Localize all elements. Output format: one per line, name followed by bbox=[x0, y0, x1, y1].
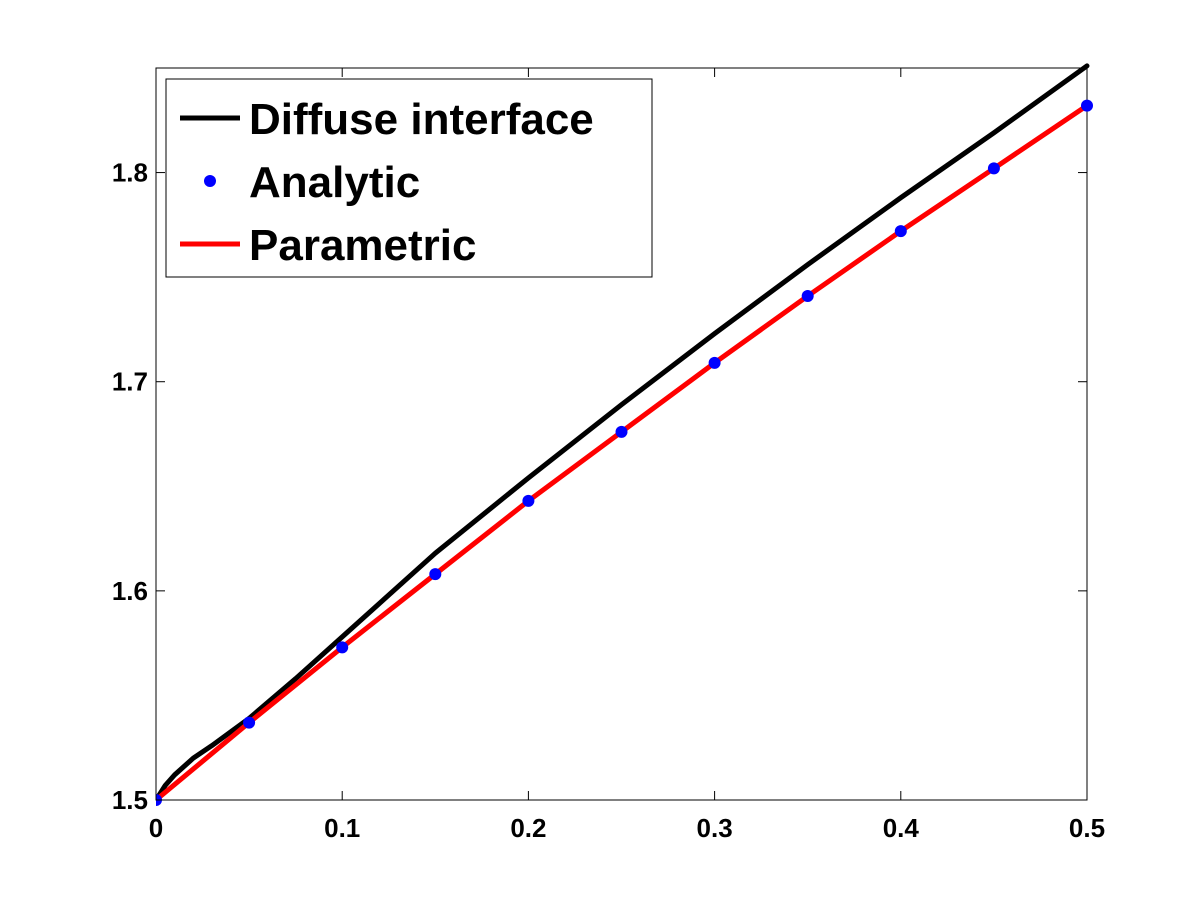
x-tick-label: 0.1 bbox=[324, 813, 360, 843]
y-axis: 1.5 1.6 1.7 1.8 bbox=[112, 158, 1087, 815]
data-point-analytic bbox=[429, 568, 442, 581]
x-axis: 0 0.1 0.2 0.3 0.4 0.5 bbox=[149, 68, 1105, 843]
data-point-analytic bbox=[894, 225, 907, 238]
x-tick-label: 0 bbox=[149, 813, 163, 843]
legend-swatch-analytic bbox=[204, 175, 216, 187]
series-line-diffuse-interface bbox=[156, 63, 1090, 803]
axes-frame bbox=[155, 67, 1088, 801]
y-tick-label: 1.6 bbox=[112, 576, 148, 606]
data-point-analytic bbox=[522, 494, 535, 507]
legend-label-parametric: Parametric bbox=[249, 221, 476, 270]
data-point-analytic bbox=[336, 641, 349, 654]
data-point-analytic bbox=[708, 356, 721, 369]
x-tick-label: 0.5 bbox=[1069, 813, 1105, 843]
data-point-analytic bbox=[1081, 99, 1093, 112]
y-tick-label: 1.7 bbox=[112, 367, 148, 397]
x-tick-label: 0.2 bbox=[510, 813, 546, 843]
x-tick-label: 0.4 bbox=[883, 813, 920, 843]
data-point-analytic bbox=[987, 162, 1000, 175]
data-point-analytic bbox=[801, 289, 814, 302]
y-tick-label: 1.8 bbox=[112, 158, 148, 188]
y-tick-label: 1.5 bbox=[112, 785, 148, 815]
data-point-analytic bbox=[615, 425, 628, 438]
legend-label-diffuse-interface: Diffuse interface bbox=[249, 95, 594, 144]
legend-box bbox=[165, 78, 653, 278]
legend: Diffuse interface Analytic Parametric bbox=[165, 78, 653, 278]
x-tick-label: 0.3 bbox=[697, 813, 733, 843]
series-group bbox=[156, 63, 1093, 806]
legend-label-analytic: Analytic bbox=[249, 158, 420, 207]
plot-area bbox=[155, 63, 1093, 806]
data-point-analytic bbox=[243, 716, 256, 729]
